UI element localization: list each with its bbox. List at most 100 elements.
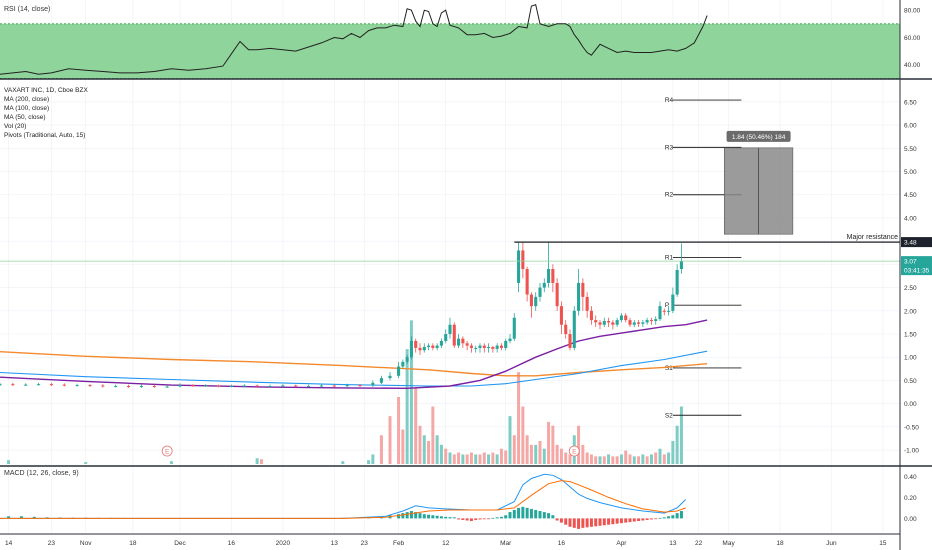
- candle-body: [602, 321, 606, 325]
- measure-tool[interactable]: 1.84 (50.46%) 184: [723, 130, 794, 235]
- volume-bar: [495, 454, 499, 464]
- macd-histogram-bar: [581, 518, 585, 528]
- volume-bar: [671, 441, 675, 464]
- candle-body: [538, 287, 542, 297]
- candle-body: [662, 310, 666, 312]
- measure-label: 1.84 (50.46%) 184: [732, 134, 786, 141]
- candle-body: [568, 334, 572, 348]
- candle-body: [49, 384, 53, 386]
- macd-histogram-bar: [602, 518, 606, 526]
- legend-entry: MA (200, close): [4, 96, 49, 103]
- macd-histogram-bar: [469, 518, 473, 522]
- time-tick-label: Dec: [174, 540, 186, 547]
- candle-body: [191, 385, 195, 387]
- candle-body: [564, 324, 568, 335]
- candle-body: [37, 384, 41, 386]
- macd-histogram-bar: [607, 518, 611, 525]
- volume-bar: [641, 454, 645, 464]
- volume-bar: [508, 416, 512, 464]
- candle-body: [101, 385, 105, 387]
- macd-tick-label: 0.40: [904, 474, 917, 481]
- volume-bar: [84, 462, 88, 464]
- macd-pane[interactable]: MACD (12, 26, close, 9) 0.40 0.20 0.00: [0, 470, 917, 529]
- candle-body: [572, 310, 576, 348]
- macd-histogram-bar: [542, 512, 546, 519]
- volume-bar: [624, 450, 628, 464]
- macd-histogram-bar: [577, 518, 581, 529]
- rsi-tick-label: 60.00: [904, 35, 921, 42]
- price-pane[interactable]: R4 R3 R2 R1 P S1 S2 Major resistance 1.84 (50.…: [0, 87, 932, 464]
- volume-bar: [401, 429, 405, 464]
- macd-histogram-bar: [611, 518, 615, 525]
- volume-bar: [444, 448, 448, 464]
- price-tick-label: 6.00: [904, 123, 917, 130]
- signal-line: [0, 480, 686, 519]
- macd-histogram-bar: [504, 515, 508, 519]
- candle-body: [268, 386, 272, 388]
- volume-bar: [667, 452, 671, 464]
- time-tick-label: 16: [558, 540, 566, 547]
- candle-body: [431, 345, 435, 348]
- candle-body: [0, 384, 2, 386]
- candle-body: [24, 384, 28, 386]
- macd-histogram-bar: [444, 516, 448, 519]
- volume-bar: [422, 435, 426, 464]
- candle-body: [418, 347, 422, 351]
- volume-bar: [469, 452, 473, 464]
- volume-bar: [397, 396, 401, 464]
- legend-entry: Vol (20): [4, 123, 26, 130]
- macd-histogram-bar: [654, 518, 658, 520]
- time-tick-label: 18: [129, 540, 137, 547]
- volume-bar: [465, 454, 469, 464]
- candle-body: [242, 385, 246, 387]
- volume-bar: [585, 452, 589, 464]
- candle-body: [379, 378, 383, 383]
- volume-bar: [662, 454, 666, 464]
- time-tick-label: 18: [776, 540, 784, 547]
- volume-bar: [341, 461, 345, 464]
- candle-body: [439, 340, 443, 346]
- volume-bar: [499, 448, 503, 464]
- candle-body: [294, 385, 298, 387]
- rsi-axis-ticks: 80.00 60.00 40.00: [904, 8, 921, 70]
- last-price-badge: [901, 256, 932, 276]
- time-axis[interactable]: 14 23 Nov 18 Dec 16 2020 13 23 Feb 12 Mar 16 Apr 13 22 M…: [5, 540, 887, 547]
- candle-body: [675, 269, 679, 295]
- candle-body: [598, 322, 602, 325]
- candle-body: [457, 338, 461, 346]
- candle-body: [401, 361, 405, 367]
- candle-body: [474, 347, 478, 349]
- time-tick-label: 15: [879, 540, 887, 547]
- candle-body: [534, 296, 538, 307]
- volume-bar: [538, 441, 542, 464]
- candle-body: [319, 385, 323, 387]
- rsi-pane[interactable]: RSI (14, close) 80.00 60.00 40.00: [0, 4, 921, 79]
- price-tick-label: 1.50: [904, 332, 917, 339]
- candle-body: [114, 386, 118, 388]
- volume-bar: [637, 456, 641, 464]
- candle-body: [521, 250, 525, 270]
- volume-bar: [611, 456, 615, 464]
- candle-body: [461, 338, 465, 344]
- macd-histogram-bar: [615, 518, 619, 524]
- volume-bar: [679, 406, 683, 464]
- time-tick-label: Mar: [500, 540, 512, 547]
- macd-histogram-bar: [414, 512, 418, 519]
- candle-body: [555, 282, 559, 307]
- candle-body: [679, 261, 683, 270]
- candle-body: [397, 366, 401, 376]
- candle-body: [654, 319, 658, 322]
- volume-bar: [602, 456, 606, 464]
- candle-body: [152, 386, 156, 388]
- price-axis-ticks: 6.506.005.505.004.504.003.503.002.502.00…: [904, 99, 919, 454]
- macd-histogram-bar: [32, 516, 36, 519]
- volume-bar: [632, 456, 636, 464]
- macd-histogram-bar: [559, 518, 563, 523]
- macd-histogram-bar: [568, 518, 572, 527]
- macd-histogram-bar: [529, 508, 533, 519]
- price-tick-label: 0.00: [904, 401, 917, 408]
- candle-body: [589, 310, 593, 321]
- candle-body: [619, 315, 623, 321]
